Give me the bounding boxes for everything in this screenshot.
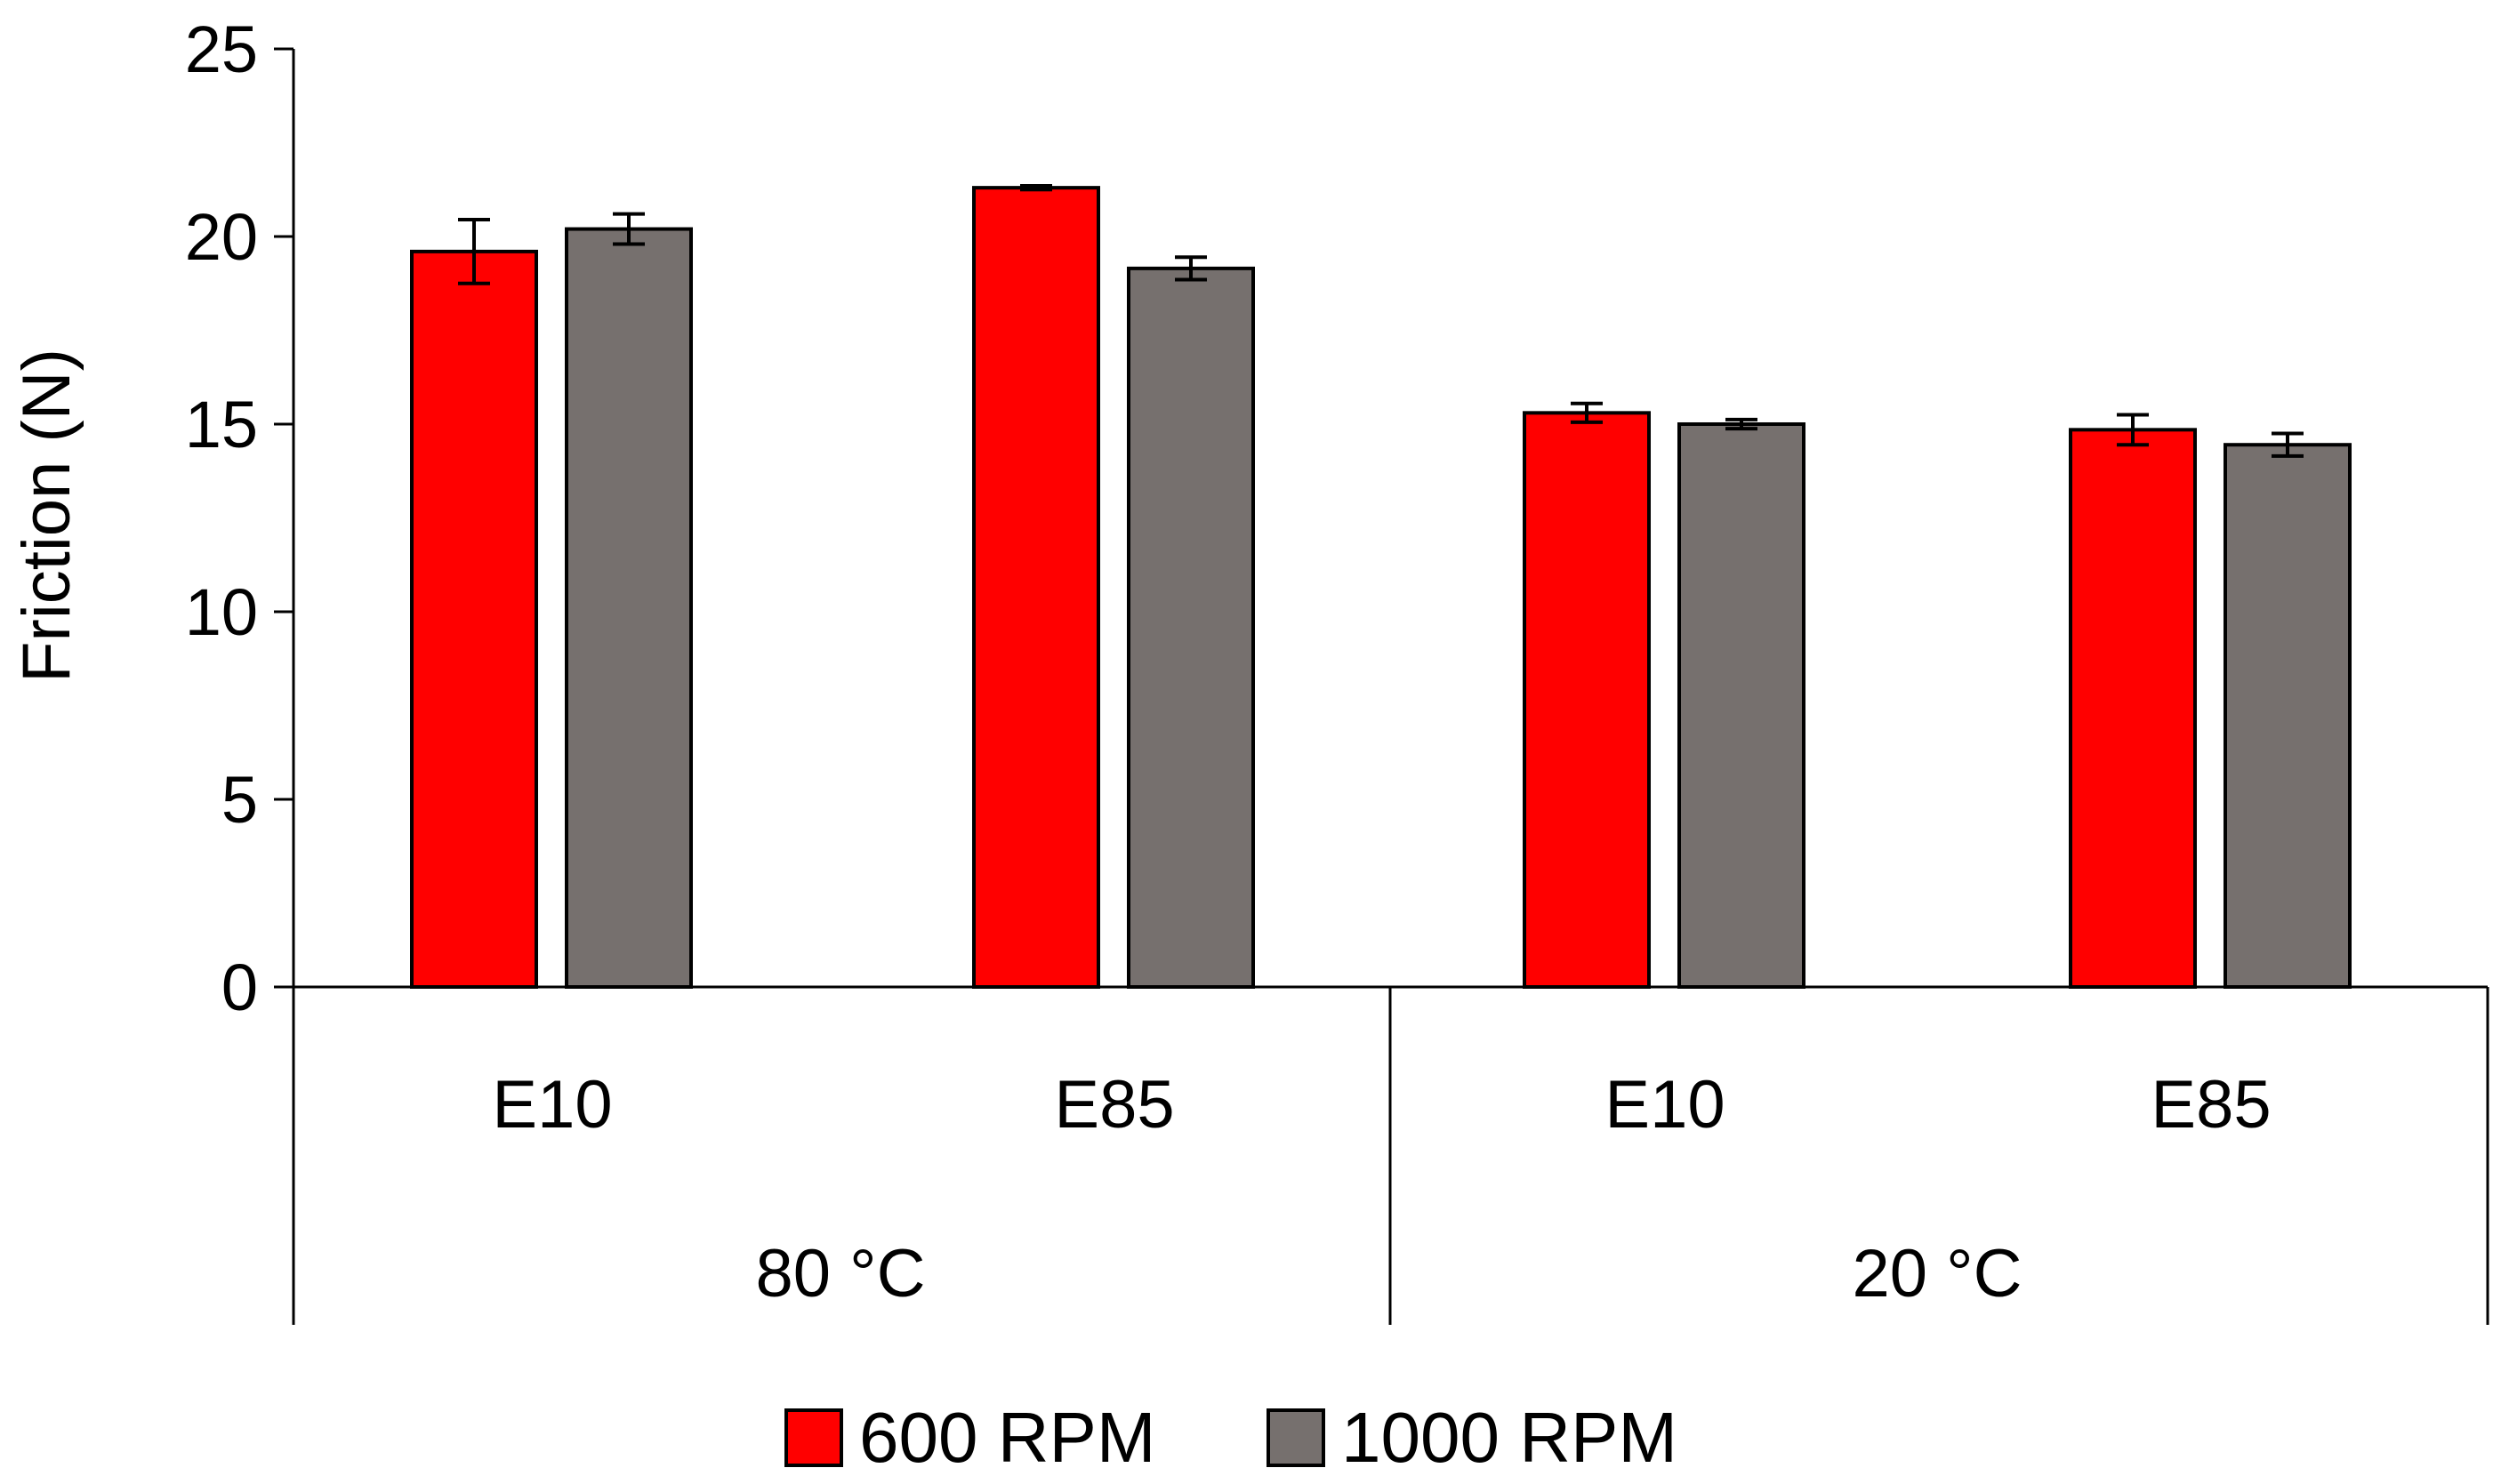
category-label: E85 xyxy=(1054,1067,1174,1143)
y-tick-label: 5 xyxy=(221,763,258,837)
bar-1000-rpm xyxy=(565,227,693,989)
legend-swatch xyxy=(1267,1408,1325,1467)
legend-label: 1000 RPM xyxy=(1341,1398,1677,1477)
bar-1000-rpm xyxy=(2224,443,2352,989)
legend-swatch xyxy=(784,1408,843,1467)
group-label: 20 °C xyxy=(1853,1236,2023,1312)
bar-600-rpm xyxy=(410,249,538,989)
y-tick-label: 0 xyxy=(221,951,258,1024)
bar-600-rpm xyxy=(1523,411,1651,989)
y-axis-ticks: 0 5 10 15 20 25 xyxy=(185,12,294,1024)
bars xyxy=(410,184,2352,989)
legend: 600 RPM 1000 RPM xyxy=(784,1398,1677,1477)
bar-600-rpm xyxy=(972,186,1100,989)
bar-600-rpm xyxy=(2069,428,2197,989)
group-label: 80 °C xyxy=(756,1236,926,1312)
y-tick-label: 25 xyxy=(185,12,258,86)
y-tick-label: 20 xyxy=(185,200,258,274)
x-axis-labels: E10 E85 E10 E85 80 °C 20 °C xyxy=(492,1067,2271,1312)
category-label: E85 xyxy=(2151,1067,2271,1143)
legend-label: 600 RPM xyxy=(859,1398,1155,1477)
category-label: E10 xyxy=(1604,1067,1725,1143)
axes xyxy=(292,49,2489,1325)
y-axis-title: Friction (N) xyxy=(9,349,84,683)
bar-1000-rpm xyxy=(1677,422,1805,989)
category-label: E10 xyxy=(492,1067,612,1143)
y-tick-label: 10 xyxy=(185,575,258,649)
y-tick-label: 15 xyxy=(185,388,258,461)
bar-1000-rpm xyxy=(1127,266,1255,989)
